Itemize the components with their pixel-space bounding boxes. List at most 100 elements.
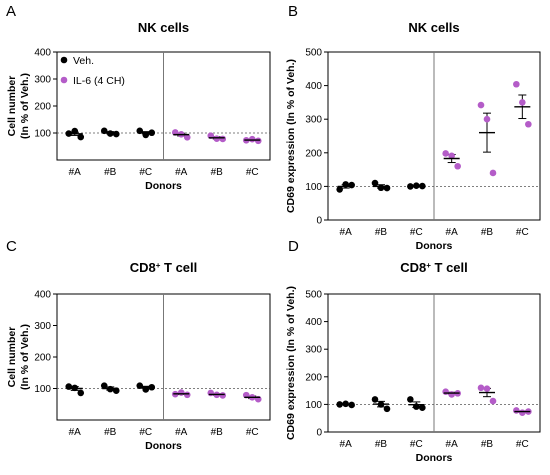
data-point [407,396,414,403]
panel-letter: D [288,238,299,255]
data-point [513,80,520,88]
y-tick-label: 100 [305,400,322,411]
data-point [183,134,191,141]
y-tick-label: 200 [34,353,51,364]
x-tick-label: #A [446,439,459,450]
y-tick-label: 500 [305,290,322,301]
legend-marker [60,56,68,64]
data-point [371,179,379,187]
data-point [448,152,455,160]
y-tick-label: 400 [34,290,51,301]
data-point [513,407,520,414]
data-point [448,391,455,398]
data-point [71,127,79,135]
data-point [213,135,221,142]
panel-d: D CD8+ T cell 0 100 200 300 400 500 CD69 express… [285,238,541,464]
panel-letter: A [6,3,16,20]
x-tick-label: #A [340,227,353,238]
data-point [454,162,461,170]
data-point [348,181,355,189]
x-tick-label: #A [175,167,188,178]
y-tick-label: 0 [316,216,322,227]
x-axis-label: Donors [145,440,182,452]
y-axis-label: CD69 expression (In % of Veh.) [285,286,297,440]
x-tick-label: #B [375,439,388,450]
y-tick-label: 300 [34,321,51,332]
y-tick-label: 200 [305,372,322,383]
y-axis-label: (In % of Veh.) [19,324,31,390]
data-point [183,391,191,399]
panel-c: C CD8+ T cell 100 200 300 400 Cell number (In %… [6,238,271,452]
x-tick-label: #C [246,167,259,178]
x-tick-label: #B [375,227,388,238]
x-tick-label: #B [104,167,117,178]
x-axis-label: Donors [416,240,453,252]
data-point [254,137,262,145]
panel-title: CD8+ T cell [400,260,468,275]
panel-b: B NK cells 0 100 200 300 400 500 CD69 expression… [285,3,541,252]
panel-letter: C [6,238,17,255]
y-tick-label: 500 [305,48,322,59]
x-tick-label: #B [104,427,117,438]
x-tick-label: #A [340,439,353,450]
x-tick-label: #A [446,227,459,238]
x-axis-label: Donors [145,180,182,192]
legend-label: Veh. [73,55,94,67]
y-axis-label: Cell number [6,327,18,388]
data-point [519,409,526,416]
data-point [442,388,449,396]
y-tick-label: 0 [316,428,322,439]
data-point [377,184,385,192]
y-tick-label: 100 [34,384,51,395]
panel-title: NK cells [408,20,459,35]
y-tick-label: 100 [305,182,322,193]
panel-a: A NK cells 100 200 300 400 Cell number (In % of… [6,3,271,192]
data-point [219,135,227,143]
y-tick-label: 400 [34,48,51,59]
x-tick-label: #A [69,167,82,178]
data-point [207,389,215,397]
data-point [525,120,532,128]
y-tick-label: 300 [305,345,322,356]
data-point [100,382,108,389]
x-tick-label: #A [175,427,188,438]
y-tick-label: 100 [34,129,51,140]
data-point [336,186,343,193]
y-axis-label: Cell number [6,76,18,137]
data-point [483,115,491,123]
data-point [383,405,391,413]
panel-letter: B [288,3,298,20]
panel-title: NK cells [138,20,189,35]
data-point [136,382,144,389]
y-tick-label: 300 [305,115,322,126]
x-tick-label: #C [246,427,259,438]
y-tick-label: 200 [34,102,51,113]
y-tick-label: 300 [34,75,51,86]
x-tick-label: #B [211,427,224,438]
x-axis-label: Donors [416,452,453,464]
y-axis-label: (In % of Veh.) [19,73,31,139]
data-point [483,385,491,392]
data-point [519,99,526,106]
data-point [477,101,485,109]
x-tick-label: #B [211,167,224,178]
data-point [77,133,85,141]
x-tick-label: #A [69,427,82,438]
data-point [106,130,114,137]
data-point [219,392,227,399]
panel-title: CD8+ T cell [130,260,198,275]
x-tick-label: #C [516,227,529,238]
x-tick-label: #C [139,167,152,178]
x-tick-label: #C [516,439,529,450]
x-tick-label: #C [410,227,423,238]
x-tick-label: #B [481,439,494,450]
data-point [419,404,426,412]
data-point [177,389,185,396]
data-point [477,384,485,392]
x-tick-label: #B [481,227,494,238]
y-tick-label: 400 [305,317,322,328]
data-point [442,150,449,157]
data-point [489,397,497,405]
legend-marker [60,76,68,84]
